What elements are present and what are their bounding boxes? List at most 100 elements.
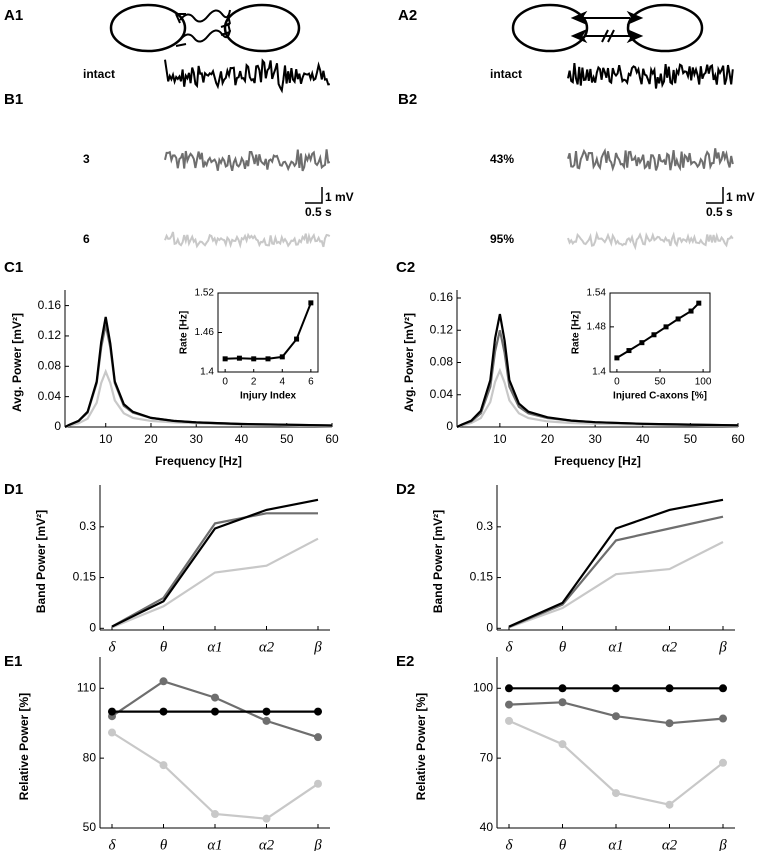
x-tick-label: α2 <box>259 639 275 655</box>
y-tick-label: 0.16 <box>38 298 62 312</box>
y-axis-label: Band Power [mV²] <box>431 510 445 613</box>
panel-label: C2 <box>396 259 415 276</box>
marker <box>651 332 657 338</box>
y-tick-label: 0.12 <box>38 328 62 342</box>
x-tick-label: θ <box>559 639 567 655</box>
x-tick-label: α1 <box>207 837 222 851</box>
condition-label: 95% <box>490 232 514 246</box>
x-tick-label: θ <box>559 837 567 851</box>
x-tick-label: 2 <box>251 377 257 388</box>
y-axis-label: Avg. Power [mV²] <box>402 313 416 412</box>
marker <box>279 354 285 360</box>
x-tick-label: α1 <box>608 639 623 655</box>
signal-trace <box>164 58 330 94</box>
marker <box>108 707 116 716</box>
x-tick-label: α2 <box>662 837 678 851</box>
marker <box>314 733 322 742</box>
x-tick-label: 50 <box>684 432 698 446</box>
marker <box>308 300 314 306</box>
x-tick-label: 20 <box>541 432 555 446</box>
y-tick-label: 1.48 <box>587 321 607 332</box>
marker <box>612 684 620 693</box>
x-tick-label: 4 <box>280 377 286 388</box>
marker <box>159 761 168 770</box>
y-tick-label: 0.08 <box>430 355 454 369</box>
y-axis-label: Rate [Hz] <box>179 311 190 354</box>
marker <box>719 758 727 767</box>
y-axis-label: Relative Power [%] <box>414 693 428 800</box>
panel-label: D2 <box>396 481 415 498</box>
marker <box>211 707 219 716</box>
y-tick-label: 0.3 <box>476 519 493 533</box>
marker <box>696 300 702 306</box>
series-line <box>456 313 739 428</box>
x-tick-label: α1 <box>608 837 623 851</box>
y-tick-label: 0.04 <box>38 389 62 403</box>
marker <box>262 814 271 823</box>
series-line <box>456 367 739 429</box>
x-tick-label: 0 <box>614 377 620 388</box>
panel-label: B1 <box>4 91 23 108</box>
y-tick-label: 0 <box>54 419 61 433</box>
condition-label: intact <box>490 67 522 81</box>
marker <box>262 707 271 716</box>
marker <box>688 308 694 314</box>
marker <box>294 336 300 342</box>
panel-label: E1 <box>4 653 22 670</box>
scale-bar <box>305 187 323 204</box>
y-axis-label: Rate [Hz] <box>571 311 582 354</box>
marker <box>612 789 620 798</box>
y-tick-label: 70 <box>480 750 494 764</box>
x-axis-label: Injury Index <box>240 391 297 402</box>
x-tick-label: 6 <box>308 377 314 388</box>
marker <box>719 684 727 693</box>
y-tick-label: 100 <box>473 680 493 694</box>
series-line <box>111 498 319 628</box>
panel-label: A1 <box>4 7 23 24</box>
schematic <box>511 3 704 53</box>
y-tick-label: 50 <box>83 820 97 834</box>
x-tick-label: θ <box>160 639 168 655</box>
y-tick-label: 80 <box>83 750 97 764</box>
y-tick-label: 0.16 <box>430 290 454 304</box>
marker <box>236 355 242 361</box>
panel-label: C1 <box>4 259 23 276</box>
x-tick-label: β <box>718 837 727 851</box>
series-line <box>111 537 319 629</box>
signal-trace <box>567 230 734 251</box>
marker <box>505 684 513 693</box>
y-tick-label: 1.54 <box>587 288 607 299</box>
x-tick-label: 40 <box>636 432 650 446</box>
x-tick-label: α2 <box>259 837 275 851</box>
x-tick-label: 10 <box>99 432 113 446</box>
marker <box>639 340 645 346</box>
scale-label: 1 mV <box>726 190 755 204</box>
marker <box>663 324 669 330</box>
series-line <box>225 302 312 360</box>
x-tick-label: 50 <box>280 432 294 446</box>
y-tick-label: 0.15 <box>470 570 494 584</box>
signal-trace <box>567 147 734 172</box>
y-tick-label: 0.15 <box>73 570 97 584</box>
y-tick-label: 0.04 <box>430 387 454 401</box>
signal-trace <box>164 231 331 249</box>
y-tick-label: 110 <box>77 680 96 694</box>
y-tick-label: 1.4 <box>200 367 214 378</box>
x-tick-label: δ <box>506 837 514 851</box>
y-tick-label: 0.08 <box>38 358 62 372</box>
series-line <box>508 498 724 628</box>
x-tick-label: δ <box>109 639 117 655</box>
x-tick-label: 40 <box>235 432 249 446</box>
y-tick-label: 0 <box>486 620 493 634</box>
scale-label: 1 mV <box>325 190 354 204</box>
marker <box>108 728 116 737</box>
x-tick-label: β <box>718 639 727 655</box>
condition-label: 43% <box>490 152 514 166</box>
x-tick-label: α2 <box>662 639 678 655</box>
x-axis-label: Frequency [Hz] <box>554 454 641 468</box>
marker <box>665 800 674 809</box>
marker <box>675 316 681 322</box>
series-line <box>508 515 724 629</box>
x-tick-label: β <box>313 639 322 655</box>
y-tick-label: 1.52 <box>195 288 215 299</box>
